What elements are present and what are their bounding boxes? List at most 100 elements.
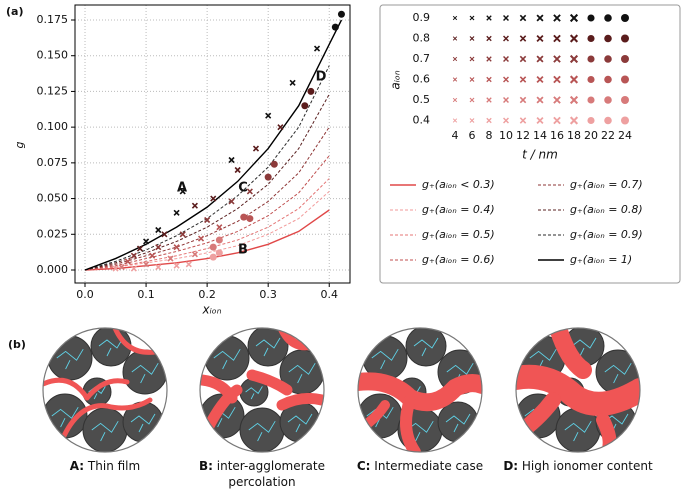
panel-label: (a) xyxy=(6,5,23,18)
legend-grid-marker xyxy=(587,75,595,84)
point xyxy=(173,209,180,216)
legend-grid-xlabel: t / nm xyxy=(522,148,558,162)
point xyxy=(228,198,235,205)
point xyxy=(307,87,315,95)
ionomer xyxy=(57,397,153,448)
x-tick-label: 0.0 xyxy=(76,288,94,301)
curve xyxy=(84,126,330,271)
legend-grid-t-label: 22 xyxy=(601,129,615,142)
point xyxy=(209,243,217,251)
legend-grid-marker xyxy=(503,56,509,62)
legend-grid-marker xyxy=(519,55,527,63)
ionomer xyxy=(276,392,324,411)
legend-grid-marker xyxy=(503,15,509,21)
legend-grid-marker xyxy=(621,34,629,43)
point xyxy=(143,261,150,268)
agglomerate xyxy=(247,328,289,367)
curve xyxy=(84,65,330,271)
agglomerate xyxy=(405,328,447,367)
legend-grid-t-label: 20 xyxy=(584,129,598,142)
legend-label: g₊(aᵢₒₙ = 0.6) xyxy=(422,253,495,266)
point xyxy=(149,252,156,259)
x-tick-label: 0.2 xyxy=(198,288,216,301)
legend-grid-t-label: 24 xyxy=(618,129,632,142)
pore-outline xyxy=(199,327,325,453)
point xyxy=(197,235,205,242)
caption-text: High ionomer content xyxy=(521,459,653,473)
legend-grid-marker xyxy=(604,75,612,84)
legend-grid-marker xyxy=(469,56,475,62)
legend-grid-marker xyxy=(536,96,544,104)
legend-grid-marker xyxy=(587,55,595,63)
agglomerate xyxy=(437,401,479,443)
legend-grid-marker xyxy=(604,96,612,104)
curve xyxy=(84,178,330,271)
legend-grid-marker xyxy=(587,116,595,125)
point xyxy=(161,231,168,238)
legend-grid-marker xyxy=(469,36,475,41)
ionomer-network xyxy=(604,362,632,384)
point xyxy=(179,231,186,238)
point xyxy=(216,224,223,231)
legend-grid-marker xyxy=(621,116,629,125)
point xyxy=(246,215,254,223)
ionomer-network xyxy=(413,337,439,357)
illustration xyxy=(516,328,640,452)
caption-text: Intermediate case xyxy=(374,459,484,473)
ionomer xyxy=(400,394,421,452)
point xyxy=(228,156,235,164)
point xyxy=(204,216,211,224)
y-tick-label: 0.050 xyxy=(37,192,69,205)
point xyxy=(265,112,272,119)
ionomer xyxy=(246,369,293,396)
point xyxy=(173,262,180,269)
x-tick-label: 0.4 xyxy=(320,288,338,301)
legend-grid-t-label: 6 xyxy=(469,129,476,142)
ionomer-network xyxy=(213,348,241,370)
legend-grid-marker xyxy=(452,56,458,62)
legend-grid-t-label: 8 xyxy=(486,129,493,142)
legend-grid-marker xyxy=(587,14,595,22)
ionomer-network xyxy=(564,420,592,442)
legend-grid-marker xyxy=(621,75,629,84)
legend-grid-a-label: 0.5 xyxy=(413,93,431,106)
legend-grid-a-label: 0.6 xyxy=(413,73,431,86)
ionomer-network xyxy=(56,348,84,370)
legend-label: g₊(aᵢₒₙ = 0.4) xyxy=(422,203,495,216)
legend-grid-t-label: 4 xyxy=(452,129,459,142)
ionomer-network xyxy=(130,413,156,433)
legend-grid-a-label: 0.9 xyxy=(413,11,431,24)
point xyxy=(179,188,186,195)
point xyxy=(331,23,339,31)
y-tick-label: 0.150 xyxy=(37,49,69,62)
point xyxy=(313,45,321,52)
legend-label: g₊(aᵢₒₙ < 0.3) xyxy=(422,178,495,191)
x-tick-label: 0.3 xyxy=(259,288,277,301)
ionomer-network xyxy=(91,420,119,442)
annotation: B xyxy=(238,243,248,258)
legend-grid-marker xyxy=(587,96,595,104)
point xyxy=(252,145,260,152)
point xyxy=(191,251,198,258)
point xyxy=(301,102,309,110)
legend-box xyxy=(379,4,681,284)
caption-letter: B: xyxy=(198,459,213,473)
ionomer-network xyxy=(371,348,399,370)
legend-grid-marker xyxy=(503,117,509,124)
legend-grid-marker xyxy=(553,55,561,63)
point xyxy=(215,249,223,257)
x-axis-label: xᵢₒₙ xyxy=(202,303,222,317)
legend-grid-marker xyxy=(536,34,544,43)
point xyxy=(191,202,198,209)
legend-label: g₊(aᵢₒₙ = 0.5) xyxy=(422,228,495,241)
legend-grid-marker xyxy=(569,95,579,105)
y-tick-label: 0.000 xyxy=(37,263,69,276)
point xyxy=(173,244,180,251)
legend-grid-marker xyxy=(503,35,509,42)
ionomer-network xyxy=(571,337,597,357)
legend-grid-marker xyxy=(503,76,509,83)
annotation: D xyxy=(316,70,327,85)
ionomer-network xyxy=(445,413,471,433)
legend-grid-marker xyxy=(536,75,544,84)
point xyxy=(240,213,248,221)
